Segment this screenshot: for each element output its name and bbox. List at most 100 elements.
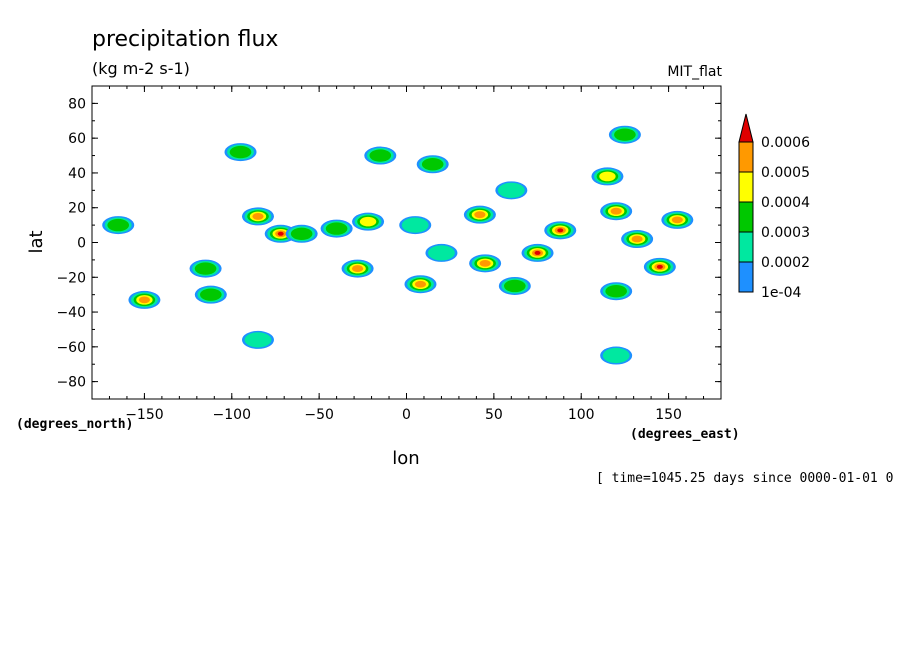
x-tick-label: 50 [485, 407, 503, 423]
precip-cell [600, 282, 633, 301]
precip-contour [200, 288, 222, 301]
y-tick-label: −80 [56, 375, 86, 391]
legend-label: 0.0004 [761, 195, 810, 211]
precip-cell [600, 202, 633, 221]
precip-cell [425, 243, 458, 262]
y-tick-label: −60 [56, 340, 86, 356]
y-tick-label: 0 [77, 236, 86, 252]
precip-contour [290, 227, 313, 241]
precip-contour [504, 279, 526, 293]
precip-contour [497, 182, 525, 198]
precip-cell [241, 330, 274, 349]
source-label: MIT_flat [667, 64, 722, 80]
precip-cell [521, 243, 554, 262]
precip-contour [534, 250, 541, 255]
x-tick-label: 0 [402, 407, 411, 423]
precip-cell [399, 216, 432, 235]
x-tick-label: −50 [304, 407, 334, 423]
precip-cell [285, 224, 318, 243]
y-tick-label: −20 [56, 270, 86, 286]
units-label: (kg m-2 s-1) [92, 59, 190, 78]
precip-cell [600, 346, 633, 365]
legend-label: 0.0006 [761, 135, 810, 151]
precip-contour [359, 216, 377, 227]
precip-contour [599, 171, 616, 182]
precip-cell [416, 155, 449, 174]
x-unit-label: (degrees_east) [630, 427, 740, 442]
precip-cell [341, 259, 374, 278]
precip-contour [369, 149, 392, 162]
precip-cell [102, 216, 135, 235]
precip-contour [631, 235, 643, 243]
precip-cell [128, 290, 161, 309]
y-unit-label: (degrees_north) [16, 417, 133, 432]
time-label: [ time=1045.25 days since 0000-01-01 0 [596, 471, 893, 486]
precip-cell [591, 167, 624, 186]
legend-swatch [738, 231, 754, 263]
y-tick-label: −40 [56, 305, 86, 321]
precip-contour [614, 128, 636, 141]
precip-contour [474, 211, 486, 219]
precip-cell [224, 143, 257, 162]
legend-label: 1e-04 [761, 285, 801, 301]
precip-contour [428, 245, 455, 261]
precip-cell [404, 275, 437, 294]
precip-cell [352, 212, 385, 231]
precip-cell [189, 259, 222, 278]
precip-contour [414, 280, 427, 288]
precip-cell [194, 285, 227, 304]
precip-contour [605, 284, 627, 298]
y-tick-label: 80 [68, 96, 86, 112]
legend-swatch [738, 201, 754, 233]
precip-contour [671, 216, 683, 224]
y-tick-label: 40 [68, 166, 86, 182]
color-legend: 1e-04 0.0002 0.0003 0.0004 0.0005 0.0006 [738, 113, 810, 301]
x-axis: −150 −100 −50 0 50 100 150 [108, 86, 705, 423]
precip-contour [138, 296, 151, 304]
precip-cell [544, 221, 577, 240]
y-tick-label: 60 [68, 131, 86, 147]
precip-contour [557, 228, 564, 233]
precip-cell [495, 181, 528, 200]
precip-cell [621, 230, 654, 249]
precip-cell [241, 207, 274, 226]
x-tick-label: 150 [655, 407, 682, 423]
precip-cell [498, 276, 531, 295]
y-axis-label: lat [26, 230, 47, 253]
legend-swatch [738, 171, 754, 203]
precip-contour [479, 259, 491, 267]
precipitation-field [102, 125, 694, 365]
precip-contour [107, 218, 130, 232]
chart-title: precipitation flux [92, 27, 278, 52]
precip-cell [320, 219, 353, 238]
precip-contour [229, 145, 252, 159]
legend-swatch [738, 141, 754, 173]
x-tick-label: −150 [125, 407, 163, 423]
precip-cell [364, 146, 397, 165]
precip-contour [421, 158, 444, 171]
precip-contour [602, 347, 630, 364]
precip-contour [401, 217, 429, 233]
precip-contour [244, 332, 272, 348]
precip-contour [194, 262, 217, 275]
legend-arrow [738, 113, 754, 143]
x-tick-label: 100 [568, 407, 595, 423]
y-tick-label: 20 [68, 201, 86, 217]
y-axis: −80 −60 −40 −20 0 20 40 60 80 [56, 85, 721, 400]
precip-cell [643, 257, 676, 276]
x-tick-label: −100 [213, 407, 251, 423]
precip-contour [325, 222, 348, 235]
precip-contour [277, 231, 284, 236]
precip-cell [661, 210, 694, 229]
precip-cell [469, 254, 502, 273]
legend-label: 0.0005 [761, 165, 810, 181]
legend-swatch [738, 261, 754, 293]
x-axis-label: lon [392, 448, 419, 469]
legend-label: 0.0003 [761, 225, 810, 241]
precip-cell [463, 205, 496, 224]
precip-cell [608, 125, 641, 144]
legend-label: 0.0002 [761, 255, 810, 271]
precip-contour [351, 265, 364, 272]
precip-contour [610, 207, 622, 215]
